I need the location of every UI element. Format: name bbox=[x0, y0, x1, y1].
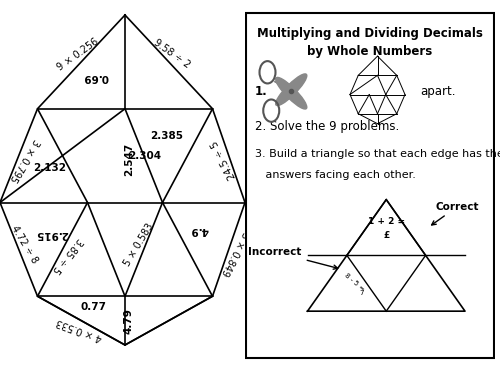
Text: 4.9: 4.9 bbox=[190, 225, 208, 235]
Text: 1.: 1. bbox=[255, 85, 268, 98]
Text: 3 × 0.795: 3 × 0.795 bbox=[8, 137, 41, 184]
Text: 3 × 0.849: 3 × 0.849 bbox=[219, 230, 250, 277]
Text: 8 - 5 =: 8 - 5 = bbox=[344, 272, 365, 292]
Text: apart.: apart. bbox=[420, 85, 456, 98]
Text: 7: 7 bbox=[360, 290, 364, 296]
Text: 2.547: 2.547 bbox=[124, 143, 134, 176]
Text: 9 × 0.256: 9 × 0.256 bbox=[55, 36, 100, 72]
Text: 4.79: 4.79 bbox=[124, 308, 134, 334]
Text: 0.69: 0.69 bbox=[83, 72, 108, 82]
Text: 2.304: 2.304 bbox=[128, 151, 162, 161]
Text: 3. Build a triangle so that each edge has the same: 3. Build a triangle so that each edge ha… bbox=[255, 149, 500, 159]
Text: answers facing each other.: answers facing each other. bbox=[255, 170, 416, 180]
Text: 1 + 2 =: 1 + 2 = bbox=[368, 217, 405, 226]
Text: Incorrect: Incorrect bbox=[248, 247, 338, 269]
Text: 3.85 ÷ 5: 3.85 ÷ 5 bbox=[50, 236, 84, 275]
Text: 5 × 0.583: 5 × 0.583 bbox=[122, 221, 155, 268]
Text: Multiplying and Dividing Decimals: Multiplying and Dividing Decimals bbox=[257, 27, 483, 40]
Text: Correct: Correct bbox=[432, 201, 479, 225]
Text: 2.915: 2.915 bbox=[35, 229, 68, 239]
Ellipse shape bbox=[276, 77, 307, 109]
Text: £: £ bbox=[383, 231, 390, 240]
Text: 0.77: 0.77 bbox=[80, 302, 106, 312]
Text: 2.385: 2.385 bbox=[150, 131, 183, 141]
Text: 4.72 ÷ 8: 4.72 ÷ 8 bbox=[9, 224, 39, 265]
Ellipse shape bbox=[276, 74, 307, 105]
Text: 24.5 ÷ 5: 24.5 ÷ 5 bbox=[209, 139, 238, 181]
Text: 9.58 ÷ 2: 9.58 ÷ 2 bbox=[152, 38, 192, 70]
Text: 2.132: 2.132 bbox=[32, 162, 66, 172]
Text: 2. Solve the 9 problems.: 2. Solve the 9 problems. bbox=[255, 120, 399, 133]
Text: 4 × 0.533: 4 × 0.533 bbox=[55, 316, 104, 342]
Text: by Whole Numbers: by Whole Numbers bbox=[308, 45, 432, 58]
